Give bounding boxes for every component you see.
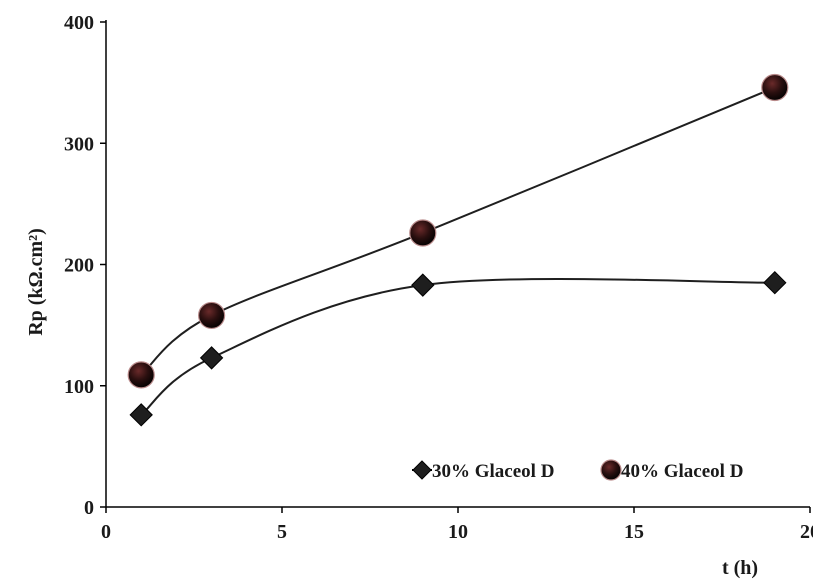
data-point-diamond (199, 346, 224, 370)
y-tick-label: 300 (64, 133, 94, 155)
axes: 0 100 200 300 400 0 5 10 15 20 (64, 12, 813, 543)
legend-marker-circle (600, 459, 622, 481)
legend-label: 40% Glaceol D (621, 461, 743, 482)
legend: 30% Glaceol D 40% Glaceol D (412, 459, 743, 482)
x-tick-label: 10 (448, 521, 468, 543)
x-tick-label: 15 (624, 521, 644, 543)
x-tick-label: 20 (800, 521, 813, 543)
y-tick-label: 200 (64, 255, 94, 277)
x-axis-label: t (h) (722, 557, 758, 579)
x-tick-label: 5 (277, 521, 287, 543)
y-tick-label: 0 (84, 497, 94, 519)
series-markers (127, 73, 789, 427)
data-point-circle (761, 73, 789, 102)
y-tick-label: 400 (64, 12, 94, 34)
legend-label: 30% Glaceol D (432, 461, 554, 482)
data-point-diamond (763, 270, 787, 295)
series-curves (140, 86, 776, 416)
legend-marker-diamond (412, 460, 432, 480)
y-tick-label: 100 (64, 376, 94, 398)
series-line-2 (140, 86, 776, 376)
y-axis-label: Rp (kΩ.cm²) (25, 228, 47, 336)
data-point-circle (127, 361, 155, 389)
data-point-diamond (411, 273, 435, 297)
data-point-diamond (129, 403, 153, 427)
data-point-circle (409, 219, 437, 247)
series-line-1 (140, 277, 775, 416)
data-point-circle (198, 301, 226, 330)
x-tick-label: 0 (101, 521, 111, 543)
